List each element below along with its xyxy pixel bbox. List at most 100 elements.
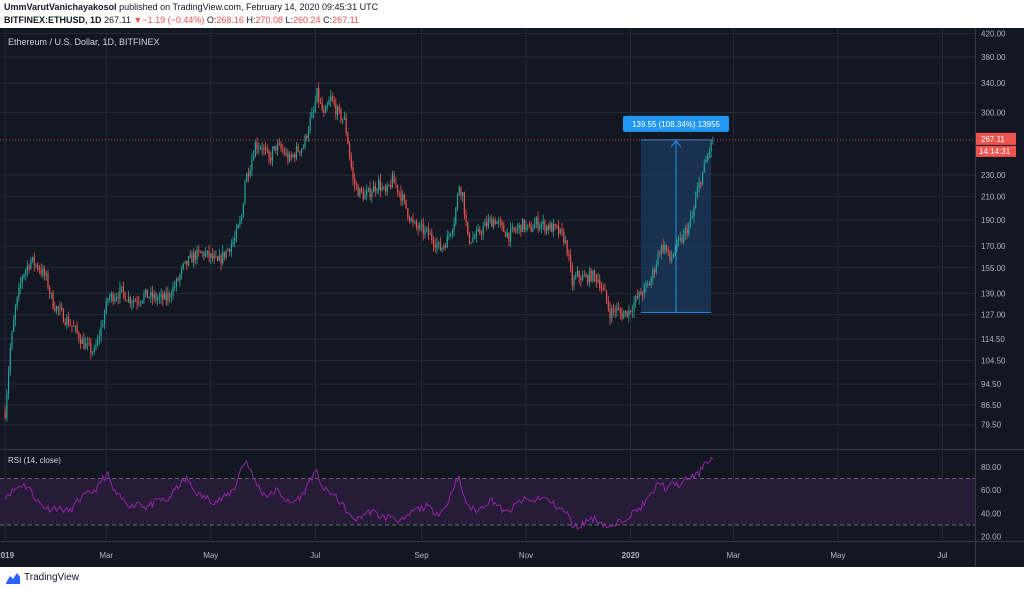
candle-body bbox=[372, 185, 375, 193]
candle-body bbox=[235, 228, 238, 238]
candle-body bbox=[683, 232, 685, 243]
candle-body bbox=[223, 251, 226, 258]
candle-body bbox=[352, 167, 354, 179]
measure-arrow-head-icon bbox=[670, 140, 682, 148]
candle-body bbox=[234, 237, 236, 242]
measure-tool[interactable]: 139.55 (108.34%) 13955 bbox=[622, 115, 729, 313]
candle-body bbox=[638, 291, 640, 298]
candle-body bbox=[210, 253, 212, 258]
candle-body bbox=[241, 216, 243, 221]
candle-body bbox=[549, 223, 551, 230]
price-axis[interactable]: 420.00 380.00 340.00 300.00 230.00 210.00 190.… bbox=[976, 30, 1016, 542]
candle-body bbox=[532, 228, 534, 232]
candle-body bbox=[199, 251, 202, 253]
candle-body bbox=[133, 300, 135, 303]
price-tick-label: 420.00 bbox=[981, 30, 1006, 39]
candle-body bbox=[244, 181, 246, 204]
candle-body bbox=[568, 253, 570, 256]
candle-body bbox=[266, 149, 268, 152]
candle-body bbox=[230, 244, 232, 252]
candle-body bbox=[515, 229, 517, 231]
candle-body bbox=[592, 270, 594, 282]
candle-body bbox=[378, 180, 380, 190]
candle-body bbox=[300, 148, 303, 153]
candle-body bbox=[294, 154, 296, 158]
publish-info: UmmVarutVanichayakosol published on Trad… bbox=[4, 2, 378, 12]
candle-body bbox=[415, 221, 417, 227]
time-tick-label: May bbox=[830, 551, 845, 560]
candle-body bbox=[338, 107, 340, 110]
candle-body bbox=[136, 301, 138, 303]
candle-body bbox=[323, 110, 325, 113]
candle-body bbox=[629, 310, 632, 312]
candle-body bbox=[170, 295, 172, 297]
candle-body bbox=[160, 294, 162, 297]
candle-body bbox=[446, 235, 448, 248]
tradingview-brand[interactable]: TradingView bbox=[24, 572, 80, 583]
candle-body bbox=[102, 324, 104, 327]
candle-body bbox=[451, 230, 453, 234]
tradingview-logo-icon[interactable] bbox=[5, 571, 21, 585]
candle-body bbox=[474, 237, 476, 239]
candle-body bbox=[496, 221, 498, 225]
candle-body bbox=[340, 109, 342, 121]
time-tick-label: Jul bbox=[937, 551, 947, 560]
candle-body bbox=[511, 227, 513, 229]
candle-body bbox=[331, 96, 334, 101]
candle-body bbox=[112, 293, 114, 302]
candle-body bbox=[504, 231, 507, 237]
candle-body bbox=[518, 224, 520, 228]
candle-body bbox=[347, 133, 349, 144]
last-price-tag bbox=[976, 132, 1016, 145]
rsi-pane[interactable] bbox=[0, 457, 975, 530]
candle-body bbox=[107, 299, 109, 301]
candle-body bbox=[558, 225, 560, 234]
candle-body bbox=[129, 297, 131, 304]
candle-body bbox=[158, 296, 160, 299]
candle-body bbox=[97, 337, 99, 346]
candle-body bbox=[494, 220, 496, 225]
candle-body bbox=[403, 194, 405, 200]
candle-body bbox=[117, 297, 119, 299]
candle-body bbox=[247, 173, 250, 177]
candle-body bbox=[384, 186, 387, 192]
candle-body bbox=[81, 338, 83, 345]
candle-body bbox=[441, 247, 443, 251]
candle-body bbox=[264, 147, 267, 150]
candle-body bbox=[523, 219, 525, 230]
candle-body bbox=[465, 214, 467, 223]
candle-body bbox=[52, 293, 54, 309]
price-chart[interactable]: 139.55 (108.34%) 13955 420.00 380.00 340.0… bbox=[0, 28, 1024, 567]
candle-body bbox=[371, 192, 373, 197]
candle-body bbox=[61, 307, 63, 310]
candle-body bbox=[650, 278, 652, 286]
price-tick-label: 210.00 bbox=[981, 192, 1006, 201]
candle-body bbox=[304, 135, 306, 148]
author-name[interactable]: UmmVarutVanichayakosol bbox=[4, 2, 117, 12]
grid-lines bbox=[0, 28, 1024, 567]
candle-body bbox=[31, 257, 34, 261]
rsi-title: RSI (14, close) bbox=[8, 456, 61, 465]
candle-body bbox=[345, 117, 347, 134]
time-tick-label: Jul bbox=[310, 551, 320, 560]
candle-body bbox=[143, 294, 145, 301]
time-axis[interactable]: 2019 Mar May Jul Sep Nov 2020 Mar May Jul bbox=[0, 551, 948, 560]
candle-body bbox=[444, 245, 447, 248]
candle-body bbox=[530, 225, 532, 232]
candle-body bbox=[396, 185, 399, 192]
candle-body bbox=[83, 338, 85, 349]
candle-body bbox=[400, 191, 402, 201]
candle-body bbox=[609, 308, 611, 319]
candle-body bbox=[278, 143, 280, 145]
candle-body bbox=[71, 325, 73, 327]
time-tick-label: Sep bbox=[414, 551, 429, 560]
candle-body bbox=[575, 275, 577, 279]
price-tick-label: 139.00 bbox=[981, 289, 1006, 298]
candle-body bbox=[590, 270, 592, 282]
candle-body bbox=[570, 255, 572, 268]
candle-body bbox=[695, 197, 697, 208]
candle-body bbox=[237, 224, 239, 229]
candle-body bbox=[700, 182, 702, 185]
price-tick-label: 230.00 bbox=[981, 171, 1006, 180]
candles[interactable] bbox=[4, 82, 714, 422]
